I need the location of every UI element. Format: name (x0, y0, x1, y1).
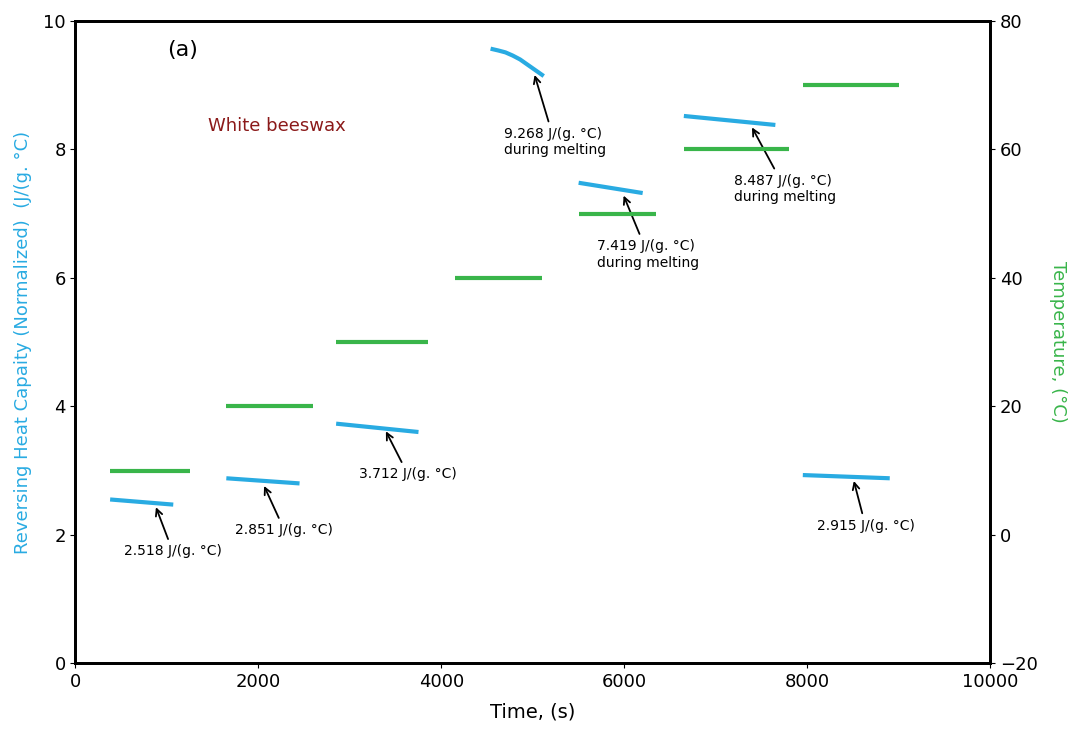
Text: 2.851 J/(g. °C): 2.851 J/(g. °C) (236, 488, 333, 537)
Text: White beeswax: White beeswax (208, 118, 346, 135)
Text: 9.268 J/(g. °C)
during melting: 9.268 J/(g. °C) during melting (504, 77, 605, 157)
Y-axis label: Temperature, (°C): Temperature, (°C) (1050, 261, 1067, 423)
Text: (a): (a) (166, 40, 198, 60)
Text: 2.915 J/(g. °C): 2.915 J/(g. °C) (816, 483, 915, 533)
Text: 7.419 J/(g. °C)
during melting: 7.419 J/(g. °C) during melting (597, 198, 699, 270)
Text: 2.518 J/(g. °C): 2.518 J/(g. °C) (124, 509, 222, 559)
Y-axis label: Reversing Heat Capaity (Normalized)  (J/(g. °C): Reversing Heat Capaity (Normalized) (J/(… (14, 131, 31, 553)
Text: 8.487 J/(g. °C)
during melting: 8.487 J/(g. °C) during melting (734, 129, 837, 204)
X-axis label: Time, (s): Time, (s) (490, 702, 575, 721)
Text: 3.712 J/(g. °C): 3.712 J/(g. °C) (359, 433, 457, 481)
